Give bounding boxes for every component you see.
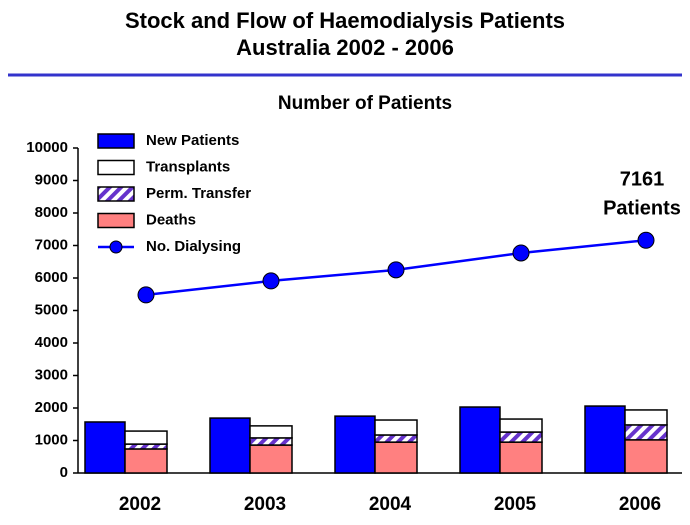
bar (334, 415, 376, 474)
chart-title: Australia 2002 - 2006 (236, 35, 454, 60)
bar-segment (499, 431, 543, 443)
y-tick-label: 5000 (35, 301, 68, 318)
x-tick-label: 2005 (494, 494, 537, 515)
annotation: 7161 (620, 168, 665, 190)
bar-segment (374, 434, 418, 443)
bar-segment (249, 444, 293, 474)
point (137, 286, 155, 304)
x-tick-label: 2003 (244, 494, 286, 515)
bar (209, 417, 251, 474)
y-tick-label: 3000 (35, 366, 68, 383)
y-tick-label: 7000 (35, 236, 68, 253)
bar-segment (249, 425, 293, 439)
legend-swatch (97, 186, 135, 202)
legend-label: New Patients (146, 132, 239, 149)
y-tick-label: 8000 (35, 204, 68, 221)
point (387, 261, 405, 279)
y-tick-label: 0 (60, 464, 68, 481)
legend-swatch (97, 133, 135, 149)
bar-segment (124, 430, 168, 445)
chart-subtitle: Number of Patients (278, 93, 452, 114)
x-tick-label: 2004 (369, 494, 412, 515)
annotation: Patients (603, 197, 681, 219)
point (637, 231, 655, 249)
legend-label: Deaths (146, 211, 196, 228)
bar-segment (374, 441, 418, 474)
bar (84, 421, 126, 474)
legend-marker (109, 240, 123, 254)
y-tick-label: 1000 (35, 431, 68, 448)
bar (584, 405, 626, 474)
y-tick-label: 4000 (35, 334, 68, 351)
legend-label: Transplants (146, 158, 230, 175)
point (262, 272, 280, 290)
legend-swatch (97, 212, 135, 229)
bar-segment (499, 418, 543, 433)
bar-segment (124, 448, 168, 474)
x-tick-label: 2002 (119, 494, 161, 515)
y-tick-label: 2000 (35, 399, 68, 416)
bar-segment (624, 439, 668, 474)
legend-swatch (97, 159, 135, 176)
y-tick-label: 9000 (35, 171, 68, 188)
legend-label: Perm. Transfer (146, 185, 251, 202)
x-tick-label: 2006 (619, 494, 661, 515)
y-tick-label: 10000 (26, 139, 68, 156)
bar-segment (374, 419, 418, 436)
bar-segment (624, 409, 668, 426)
chart-title: Stock and Flow of Haemodialysis Patients (125, 8, 565, 33)
bar-segment (624, 424, 668, 441)
legend-label: No. Dialysing (146, 238, 241, 255)
point (512, 244, 530, 262)
bar-segment (499, 441, 543, 474)
y-tick-label: 6000 (35, 269, 68, 286)
bar-segment (249, 437, 293, 446)
bar (459, 406, 501, 474)
